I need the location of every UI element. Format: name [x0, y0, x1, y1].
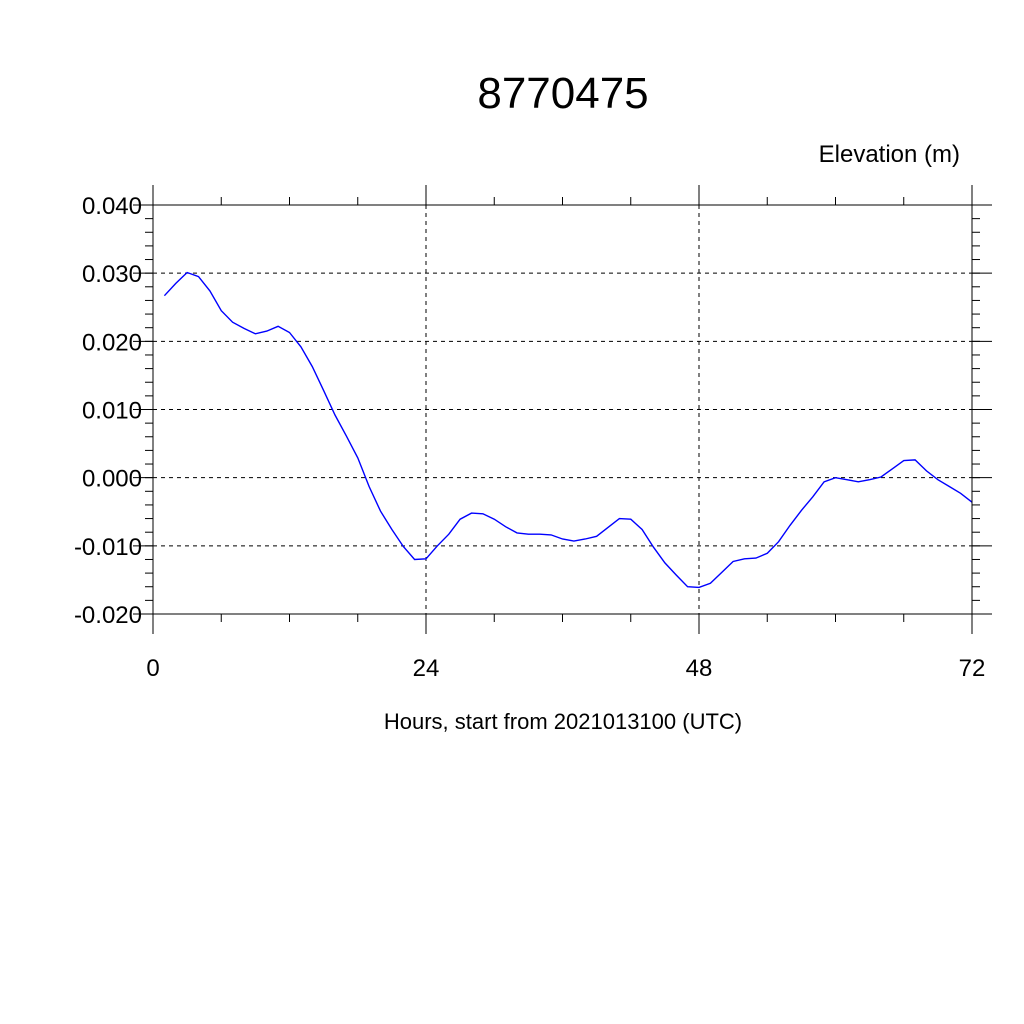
x-tick-label: 0 [146, 655, 159, 682]
y-tick-label: 0.010 [82, 398, 142, 425]
x-axis-label: Hours, start from 2021013100 (UTC) [384, 709, 742, 734]
y-tick-label: 0.040 [82, 193, 142, 220]
ticks [133, 185, 992, 634]
chart-title: 8770475 [477, 69, 648, 118]
y-tick-label: -0.010 [74, 534, 142, 561]
series [163, 271, 973, 589]
x-tick-label: 24 [413, 655, 440, 682]
y-tick-label: 0.020 [82, 329, 142, 356]
y-tick-label: -0.020 [74, 602, 142, 629]
x-tick-label: 48 [686, 655, 713, 682]
plot-frame [152, 204, 973, 615]
x-tick-label: 72 [959, 655, 986, 682]
y-tick-label: 0.030 [82, 261, 142, 288]
tick-labels: -0.020 -0.010 0.000 0.010 0.020 0.030 0.040 0 24… [74, 193, 985, 682]
y-axis-label: Elevation (m) [819, 141, 960, 168]
y-tick-label: 0.000 [82, 466, 142, 493]
elevation-line [163, 271, 973, 589]
